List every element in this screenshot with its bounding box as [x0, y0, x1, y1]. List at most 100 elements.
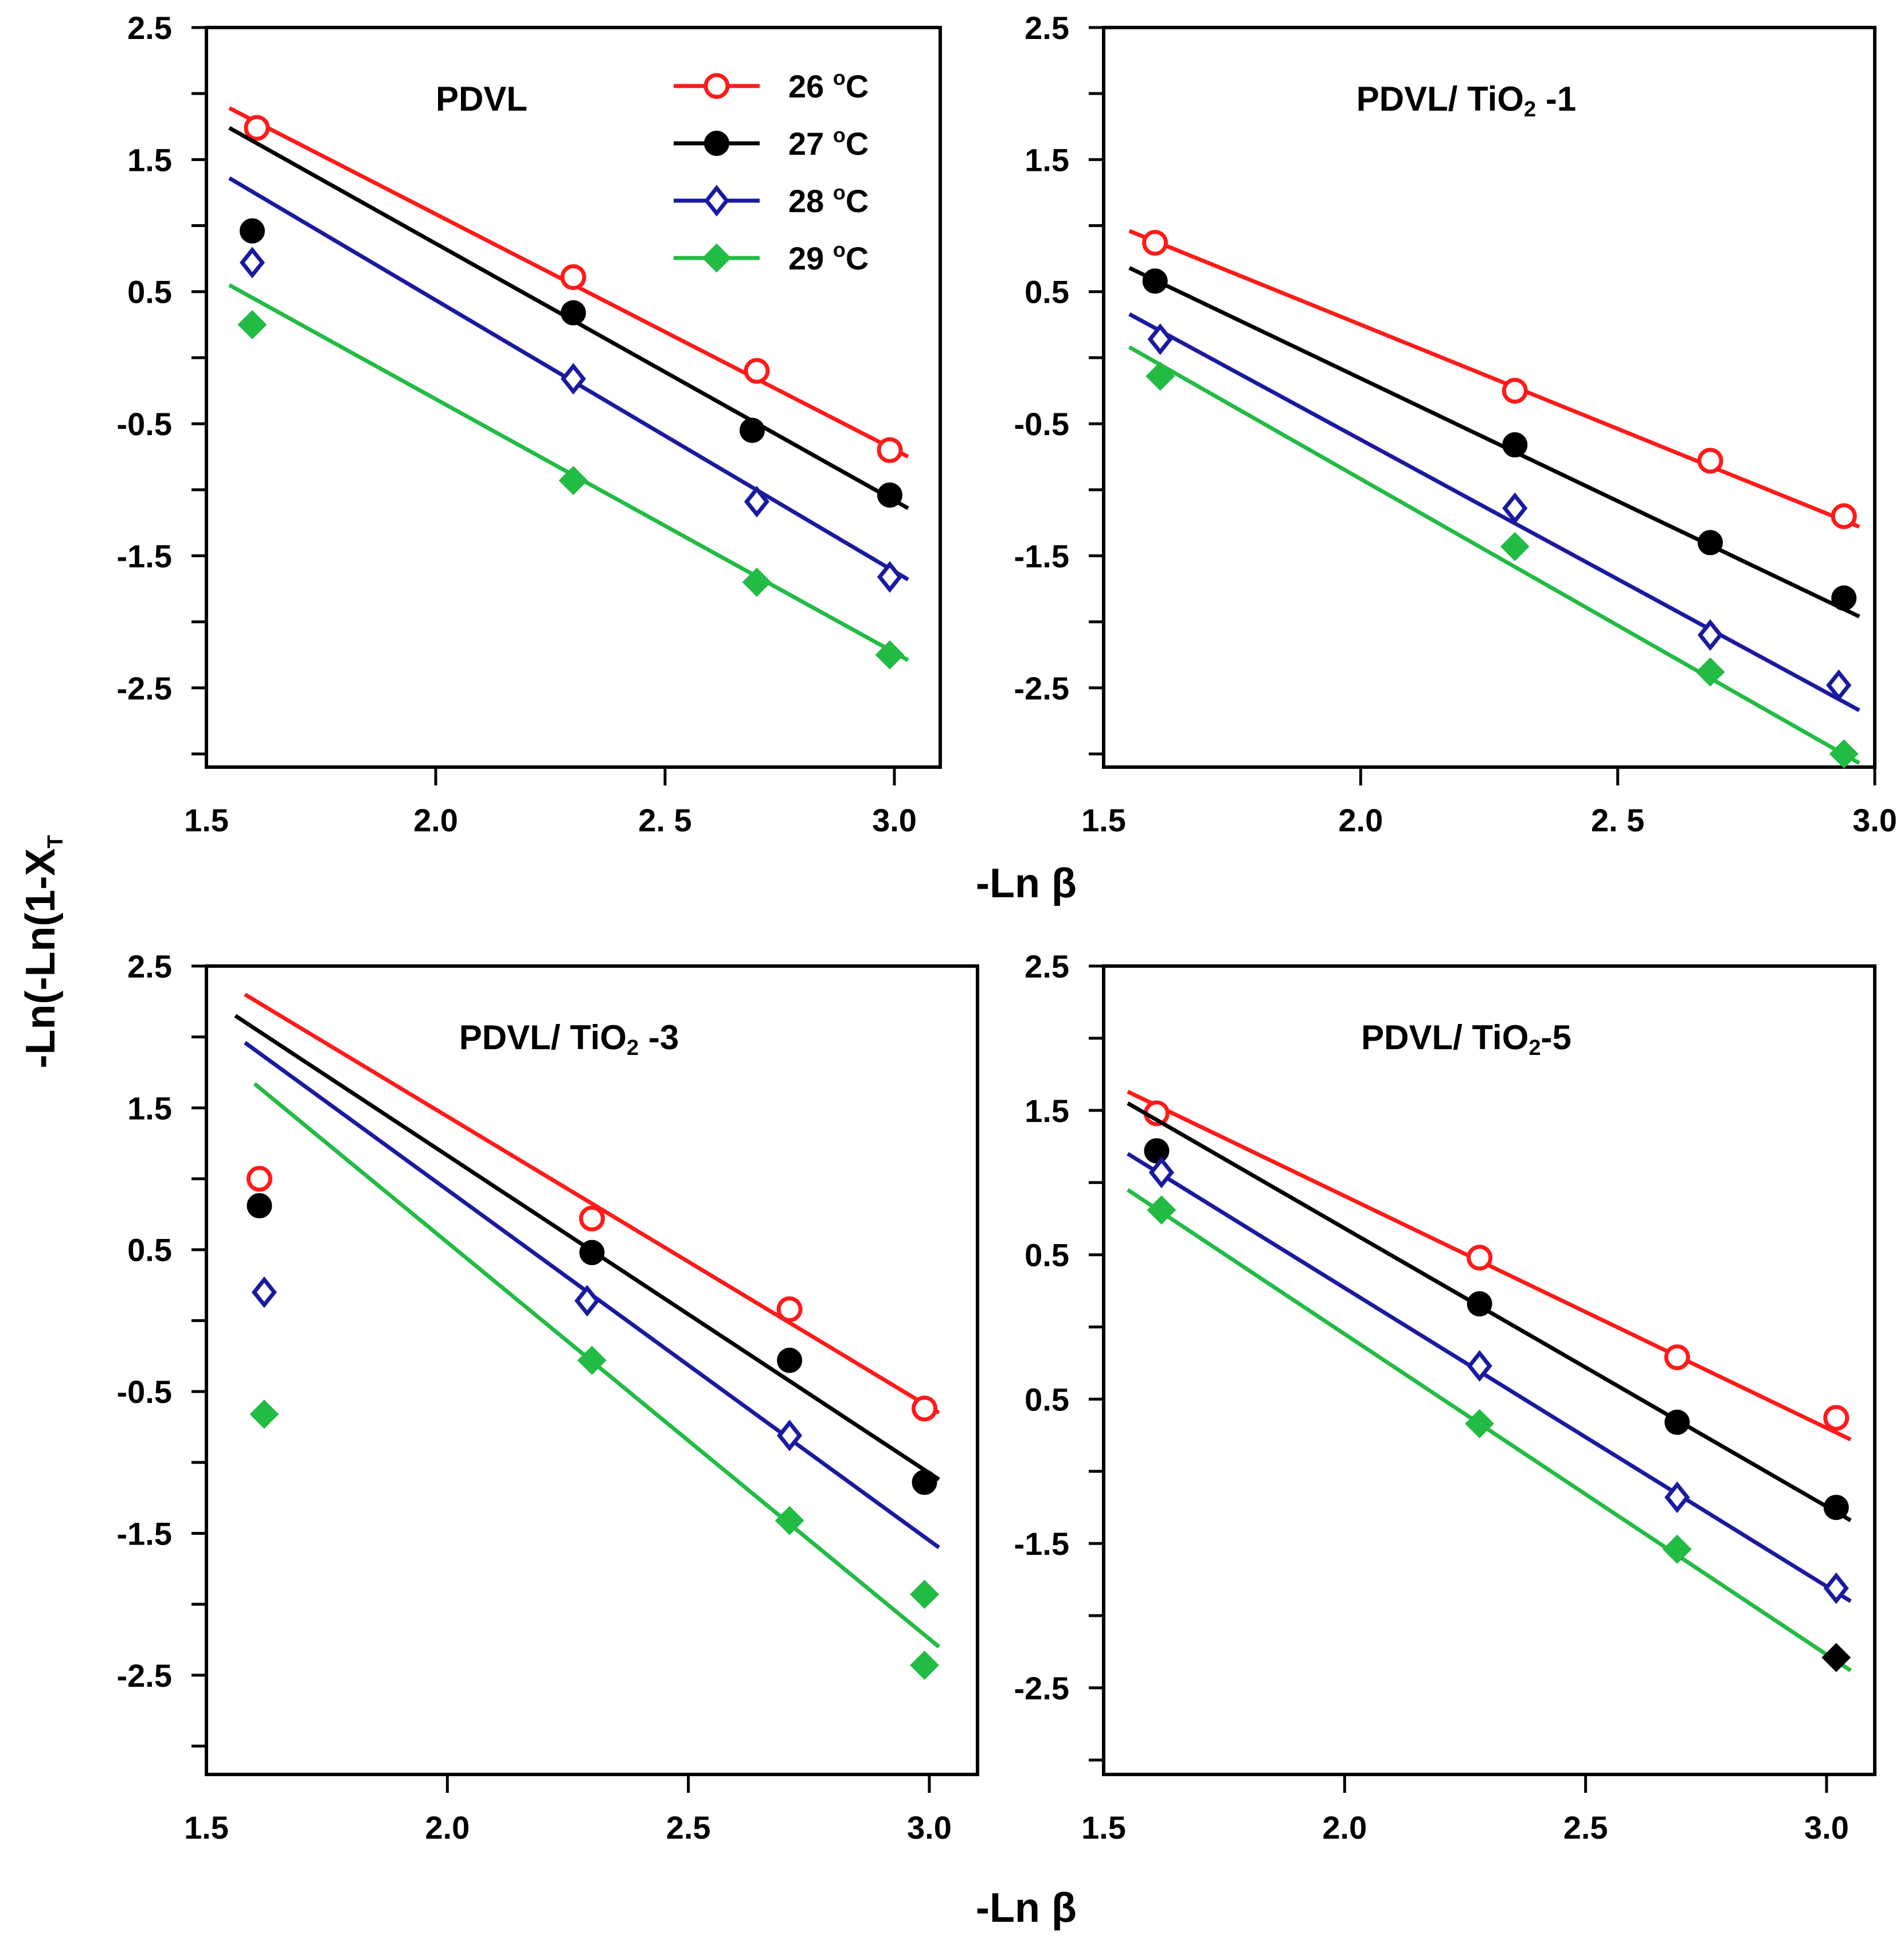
series-4 — [228, 283, 909, 670]
legend-temp: 27 — [788, 126, 833, 162]
panel-frame — [1102, 964, 1876, 1776]
x-tick-label: 2.5 — [1563, 1809, 1608, 1846]
data-point — [740, 417, 765, 443]
series-4 — [1128, 345, 1860, 769]
legend-degree: o — [833, 181, 846, 204]
legend-label: 27 oC — [788, 123, 869, 162]
data-point — [1695, 657, 1725, 687]
legend-unit: C — [846, 68, 869, 104]
y-tick-label: -2.5 — [1014, 1670, 1070, 1706]
y-tick-label: 1.5 — [1025, 1093, 1069, 1129]
y-tick-label: 0.5 — [1025, 1237, 1069, 1273]
data-point — [1467, 1291, 1492, 1317]
data-point — [1697, 619, 1723, 651]
fit-line — [1128, 312, 1860, 713]
series-2 — [228, 126, 909, 510]
panel-3: 2.5 1.5 0.5 -0.5 -1.5 -2.5 1.5 2.0 2.5 3.0 PDVL/ T… — [117, 948, 979, 1846]
data-point — [910, 1580, 939, 1609]
y-axis-label-main: -Ln(-Ln(1-X — [18, 849, 64, 1069]
y-tick-label: -1.5 — [1014, 538, 1070, 574]
data-point — [776, 1296, 803, 1323]
x-tick-label: 2. 5 — [1591, 802, 1644, 838]
data-point — [249, 1399, 279, 1429]
y-axis-label-subscript: T — [44, 835, 68, 848]
data-point — [1502, 377, 1528, 404]
data-point — [1467, 1245, 1493, 1271]
data-point — [1831, 585, 1857, 611]
panel-title-part: PDVL — [436, 80, 527, 118]
data-point — [1823, 1405, 1850, 1431]
x-tick-label: 2.0 — [425, 1809, 470, 1846]
y-tick-label: -0.5 — [117, 406, 173, 442]
y-tick-label: -0.5 — [117, 1374, 173, 1410]
y-tick-label: -2.5 — [117, 670, 173, 706]
y-tick-label: -1.5 — [117, 1515, 173, 1551]
legend-entry: 26 oC — [674, 66, 869, 104]
x-tick-label: 1.5 — [184, 802, 229, 838]
data-point — [877, 482, 902, 508]
data-point — [1502, 492, 1528, 525]
panel-title-part: 2 — [627, 1036, 639, 1060]
series-2 — [1128, 266, 1860, 619]
data-point — [246, 1166, 272, 1192]
data-point — [1826, 669, 1852, 701]
data-point — [742, 568, 772, 597]
panel-title-part: -5 — [1541, 1018, 1571, 1057]
legend-degree: o — [833, 238, 846, 261]
panel-title: PDVL/ TiO2-5 — [1361, 1018, 1571, 1060]
data-point — [561, 300, 586, 326]
data-point — [579, 1240, 605, 1265]
legend-entry: 29 oC — [674, 238, 869, 276]
data-point — [877, 437, 903, 463]
data-point — [1500, 531, 1530, 561]
data-point — [1148, 1156, 1174, 1189]
legend-marker — [703, 185, 730, 217]
series-4 — [249, 1082, 940, 1680]
series-4 — [1127, 1188, 1852, 1672]
data-point — [244, 115, 270, 141]
data-point — [1823, 1572, 1849, 1604]
data-point — [1829, 739, 1859, 769]
legend-temp: 26 — [788, 68, 833, 104]
x-tick-label: 2.0 — [413, 802, 458, 838]
data-point — [239, 247, 265, 279]
legend-entry: 27 oC — [674, 123, 869, 162]
y-tick-label: 2.5 — [127, 948, 172, 984]
legend-unit: C — [846, 183, 869, 219]
y-tick-label: -1.5 — [117, 538, 173, 574]
data-point — [744, 358, 770, 384]
panel-4: 2.5 1.5 0.5 0.5 -1.5 -2.5 1.5 2.0 2.5 3.0 PDVL/ Ti… — [1014, 948, 1876, 1846]
x-tick-label: 2.0 — [1338, 802, 1383, 838]
data-point — [1145, 361, 1175, 391]
data-point — [237, 310, 267, 339]
series-1 — [1128, 229, 1860, 529]
legend-marker — [703, 73, 730, 99]
legend-label: 26 oC — [788, 66, 869, 104]
x-axis-label-bottom: -Ln β — [976, 1885, 1077, 1931]
series-1 — [228, 106, 909, 463]
fit-line — [1128, 229, 1860, 529]
y-tick-label: 0.5 — [1025, 274, 1069, 310]
series-3 — [228, 176, 909, 593]
data-point — [1664, 1481, 1690, 1514]
x-tick-label: 1.5 — [1081, 802, 1126, 838]
y-tick-label: 0.5 — [127, 1232, 172, 1268]
series-2 — [234, 1014, 940, 1495]
x-tick-label: 1.5 — [184, 1809, 229, 1846]
legend-temp: 29 — [788, 240, 833, 276]
fit-line — [1127, 1188, 1852, 1672]
x-tick-label: 2.0 — [1322, 1809, 1367, 1846]
fit-line — [1127, 1152, 1852, 1603]
data-point — [577, 1346, 607, 1375]
legend-entry: 28 oC — [674, 181, 869, 219]
panel-2: 2.5 1.5 0.5 -0.5 -1.5 -2.5 1.5 2.0 2. 5 3.0 PDVL/ … — [1014, 10, 1897, 838]
panel-1: 2.5 1.5 0.5 -0.5 -1.5 -2.5 1.5 2.0 2. 5 3.0 PDVL — [117, 10, 942, 838]
data-point — [1664, 1344, 1690, 1370]
data-point — [912, 1395, 938, 1422]
legend-label: 29 oC — [788, 238, 869, 276]
legend-degree: o — [833, 66, 846, 89]
series-2 — [1127, 1101, 1852, 1522]
fit-line — [244, 992, 940, 1415]
y-tick-label: 1.5 — [127, 1090, 172, 1126]
